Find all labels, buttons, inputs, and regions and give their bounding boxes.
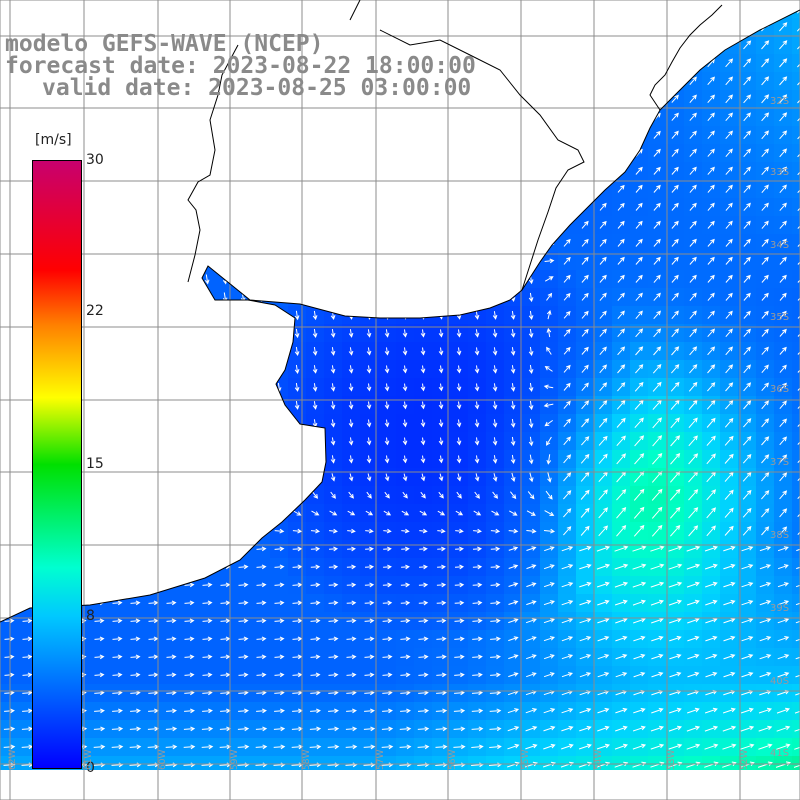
colorbar-tick: 22 — [86, 303, 104, 319]
colorbar-tick: 30 — [86, 152, 104, 168]
lon-label: 58W — [302, 749, 312, 770]
lat-label: 41S — [770, 748, 790, 759]
lon-label: 52W — [740, 749, 750, 770]
lon-label: 54W — [594, 749, 604, 770]
lon-label: 61W — [84, 749, 94, 770]
forecast-date: forecast date: 2023-08-22 18:00:00 — [5, 53, 476, 79]
lon-label: 60W — [158, 749, 168, 770]
valid-date: valid date: 2023-08-25 03:00:00 — [42, 75, 472, 101]
colorbar-tick: 8 — [86, 608, 95, 624]
river-uruguay — [187, 44, 239, 283]
lon-label: 55W — [521, 749, 531, 770]
colorbar-tick: 15 — [86, 456, 104, 472]
colorbar — [32, 160, 82, 769]
lat-label: 32S — [770, 96, 790, 107]
lat-label: 35S — [770, 312, 790, 323]
model-title: modelo GEFS-WAVE (NCEP) — [5, 31, 324, 57]
colorbar-unit: [m/s] — [33, 132, 74, 148]
lon-label: 53W — [667, 749, 677, 770]
lat-label: 38S — [770, 530, 790, 541]
lat-label: 37S — [770, 457, 790, 468]
coastline — [0, 9, 800, 623]
lat-label: 40S — [770, 676, 790, 687]
lon-label: 57W — [376, 749, 386, 770]
lat-label: 36S — [770, 384, 790, 395]
lon-label: 59W — [230, 749, 240, 770]
lagoa-dos-patos — [649, 4, 723, 111]
lat-label: 33S — [770, 167, 790, 178]
lat-label: 34S — [770, 240, 790, 251]
border-uruguay-brazil — [349, 0, 585, 291]
lat-label: 39S — [770, 603, 790, 614]
lon-label: 62W — [8, 749, 18, 770]
colorbar-tick: 0 — [86, 760, 95, 776]
lon-label: 56W — [448, 749, 458, 770]
